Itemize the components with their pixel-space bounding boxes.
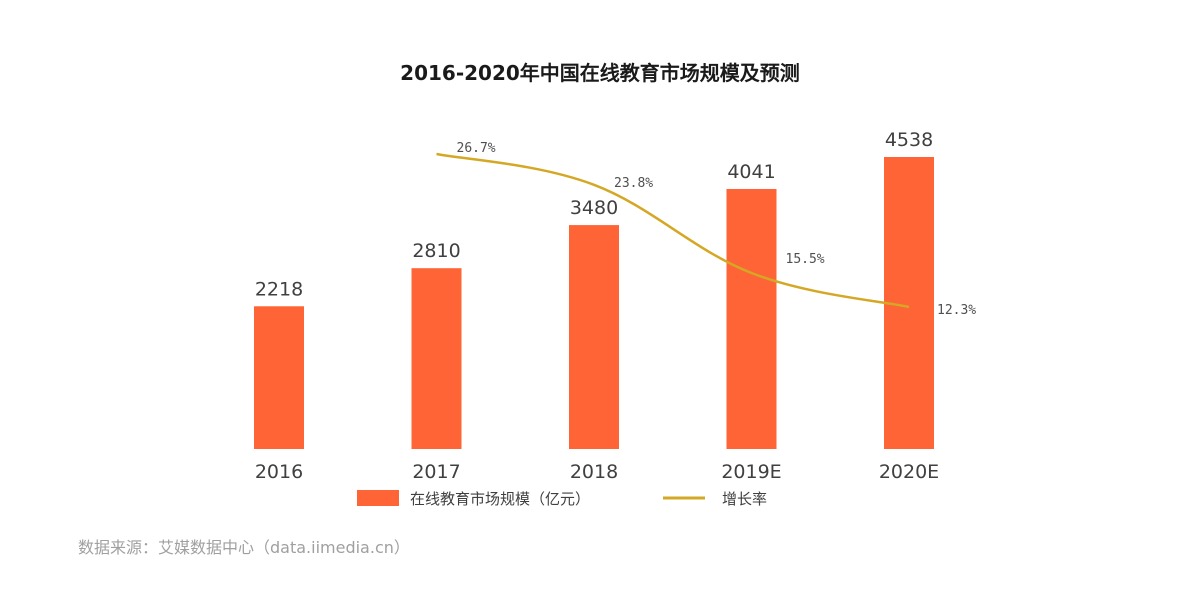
x-tick-2018: 2018	[570, 461, 618, 483]
bar-2018	[569, 225, 619, 449]
x-axis-ticks: 2016 2017 2018 2019E 2020E	[255, 461, 939, 483]
bar-value-label-2016: 2218	[255, 278, 303, 300]
x-tick-2020E: 2020E	[879, 461, 939, 483]
growth-rate-line	[436, 152, 910, 309]
growth-rate-label-2020E: 12.3%	[937, 303, 976, 318]
bar-value-label-2020E: 4538	[885, 129, 933, 151]
bar-value-labels: 2218 2810 3480 4041 4538	[255, 129, 933, 300]
bar-2017	[411, 268, 462, 449]
growth-rate-label-2017: 26.7%	[457, 141, 496, 156]
bar-value-label-2018: 3480	[570, 197, 618, 219]
legend: 在线教育市场规模（亿元） 增长率	[357, 490, 767, 508]
legend-bar-label: 在线教育市场规模（亿元）	[410, 490, 590, 508]
bar-value-label-2019E: 4041	[727, 161, 775, 183]
growth-rate-label-2018: 23.8%	[614, 176, 653, 191]
legend-line-label: 增长率	[722, 490, 767, 508]
bar-2019E	[726, 188, 777, 449]
x-tick-2019E: 2019E	[721, 461, 781, 483]
legend-bar-swatch	[357, 490, 399, 506]
x-tick-2017: 2017	[412, 461, 460, 483]
source-note: 数据来源：艾媒数据中心（data.iimedia.cn）	[78, 538, 410, 557]
growth-rate-label-2019E: 15.5%	[786, 252, 825, 267]
chart-title: 2016-2020年中国在线教育市场规模及预测	[400, 61, 800, 85]
x-tick-2016: 2016	[255, 461, 303, 483]
growth-rate-labels: 26.7% 23.8% 15.5% 12.3%	[457, 141, 977, 318]
bar-2016	[254, 306, 304, 449]
bar-value-label-2017: 2810	[412, 240, 460, 262]
